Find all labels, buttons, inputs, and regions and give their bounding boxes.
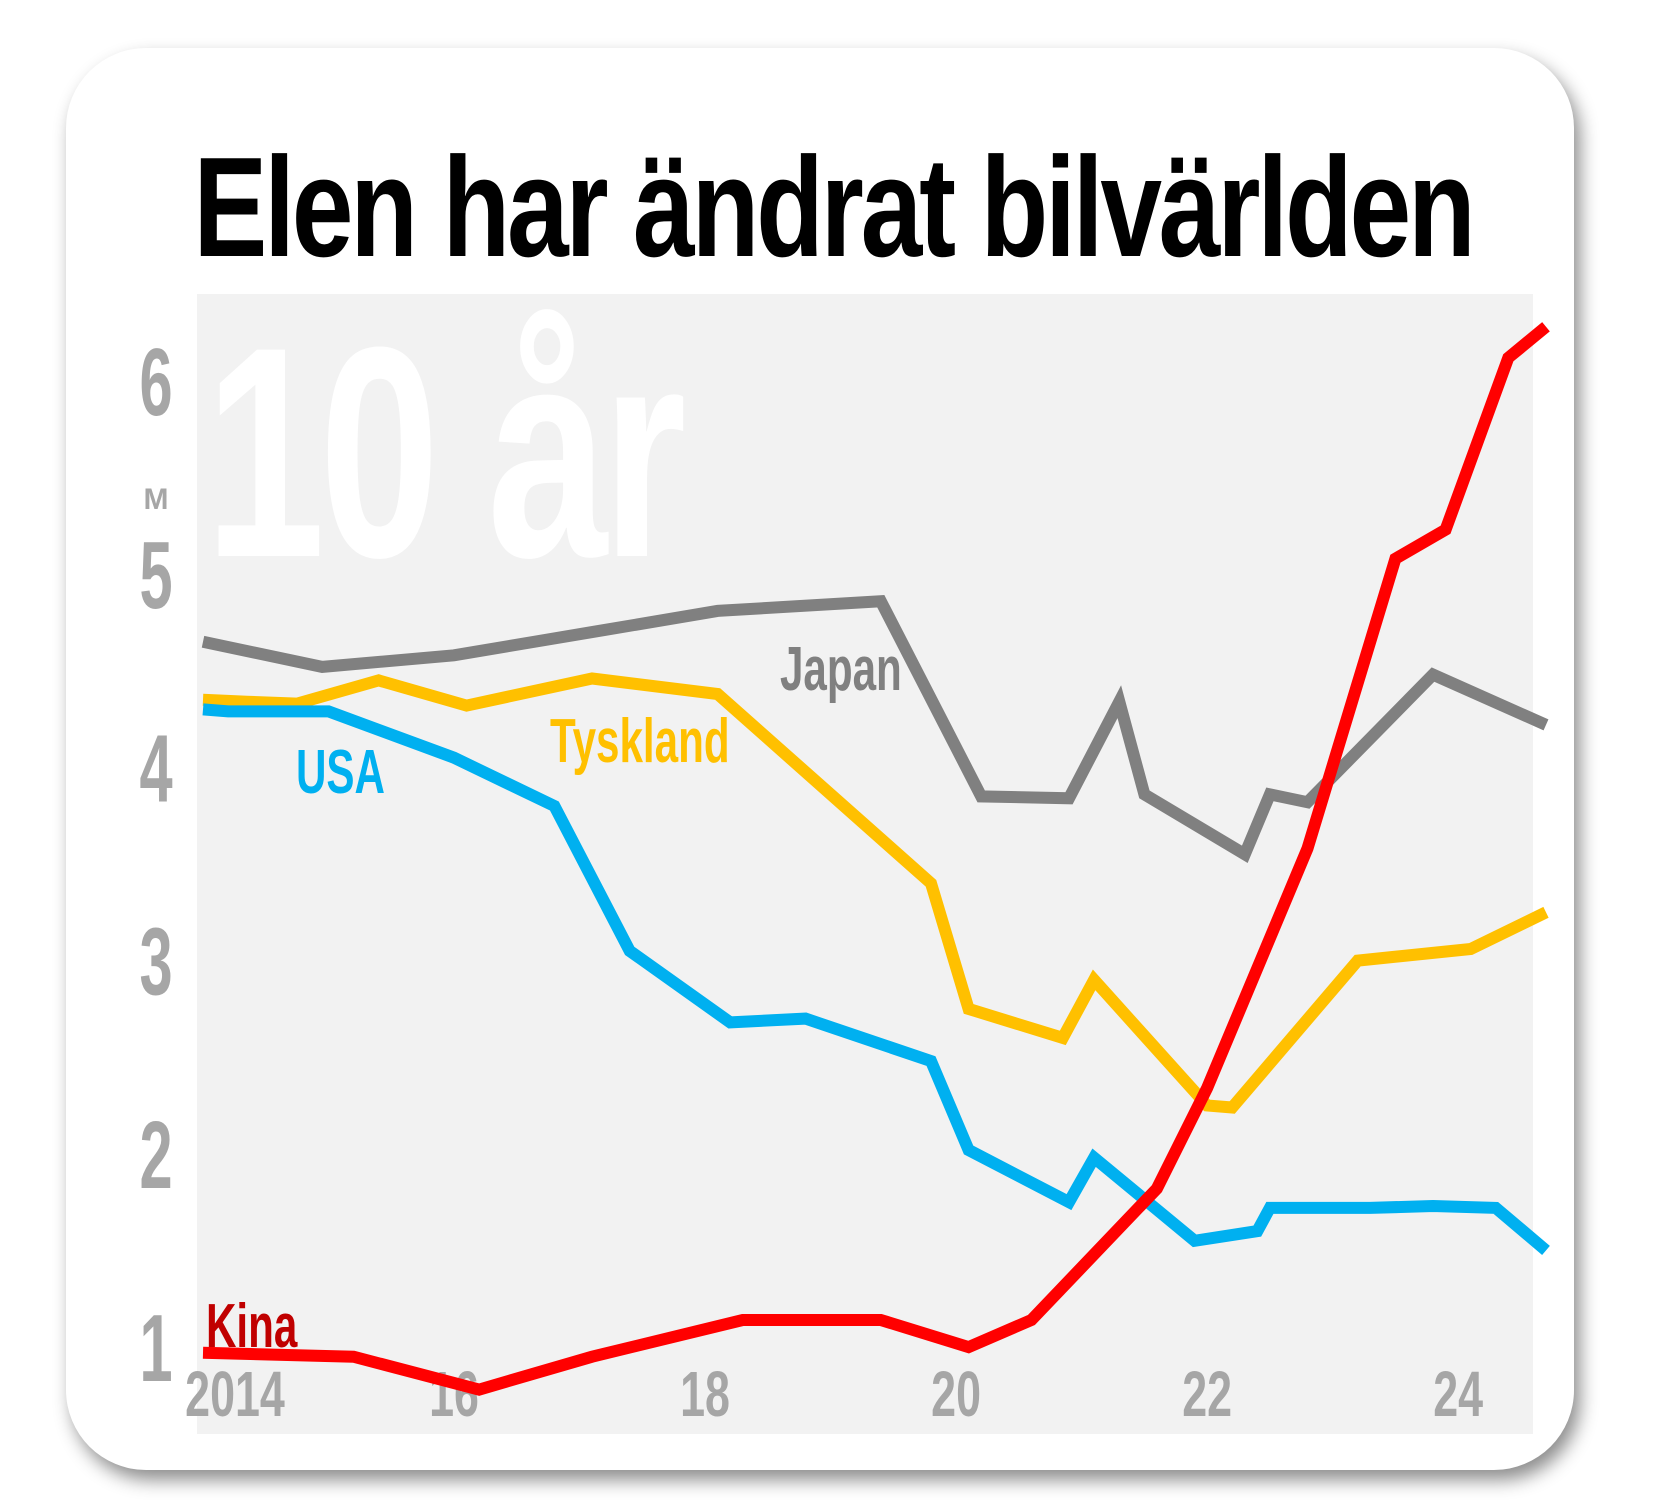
y-tick-label: 5	[139, 522, 172, 629]
x-tick-label: 2014	[185, 1358, 285, 1430]
y-tick-label: 1	[139, 1295, 172, 1402]
series-lines	[201, 322, 1550, 1396]
watermark-text: 10 år	[205, 285, 683, 620]
x-tick-label: 16	[429, 1358, 479, 1430]
x-tick-label: 20	[931, 1358, 981, 1430]
chart-title: Elen har ändrat bilvärlden	[193, 128, 1475, 287]
x-tick-label: 24	[1433, 1358, 1483, 1430]
series-line-kina	[202, 322, 1550, 1396]
y-axis: 1 2 3 4 5 6	[139, 328, 172, 1401]
series-line-japan	[201, 594, 1549, 863]
series-label-kina: Kina	[206, 1292, 298, 1361]
series-label-japan: Japan	[780, 635, 902, 704]
y-tick-label: 2	[139, 1101, 172, 1208]
x-axis: 2014 16 18 20 22 24	[185, 1358, 1483, 1430]
series-labels: Japan Tyskland USA Kina	[206, 635, 902, 1361]
series-line-usa	[202, 703, 1550, 1255]
x-tick-label: 18	[680, 1358, 730, 1430]
plot-background	[197, 294, 1533, 1434]
series-line-tyskland	[202, 672, 1549, 1114]
y-unit-label: M	[144, 483, 169, 516]
x-tick-label: 22	[1182, 1358, 1232, 1430]
y-tick-label: 4	[139, 715, 172, 822]
y-tick-label: 3	[139, 908, 172, 1015]
series-label-tyskland: Tyskland	[550, 707, 730, 776]
series-label-usa: USA	[296, 738, 385, 807]
y-tick-label: 6	[139, 328, 172, 435]
